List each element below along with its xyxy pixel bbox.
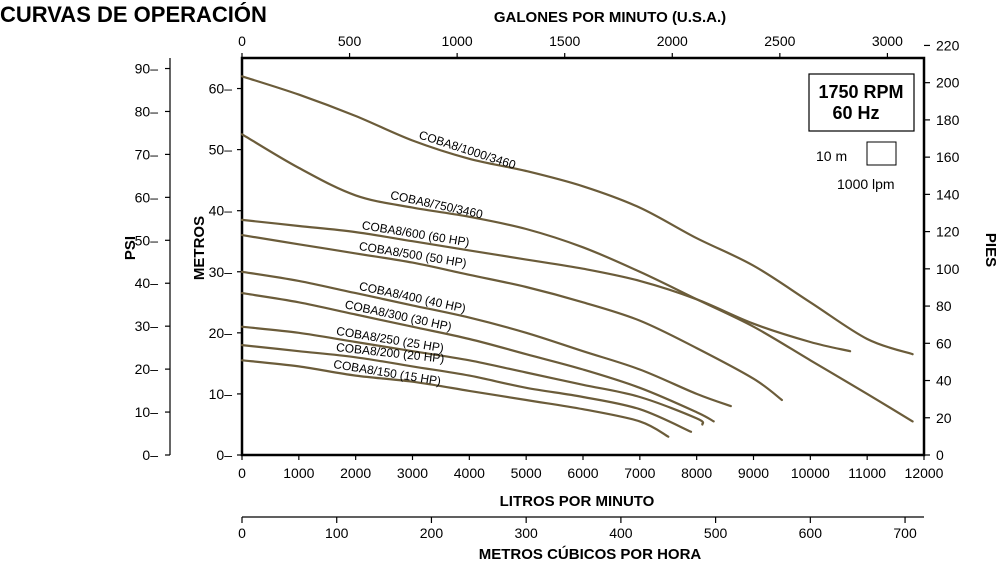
curve-series [240,344,693,433]
m3h-tick-label: 700 [893,525,917,541]
pies-tick-label: 120 [936,224,960,240]
curve-series [240,218,852,353]
psi-tick-label: 70– [135,146,159,162]
scale-vertical-label: 10 m [816,148,847,164]
pies-tick-label: 0 [936,447,944,463]
pies-tick-label: 20 [936,410,952,426]
top-tick-label: 1500 [549,33,580,49]
x-tick-label: 7000 [624,465,655,481]
x-tick-label: 8000 [681,465,712,481]
curve-series [240,270,732,408]
info-hz: 60 Hz [832,103,879,123]
top-tick-label: 3000 [872,33,903,49]
x-tick-label: 4000 [454,465,485,481]
curve-series [240,359,670,438]
y-tick-label: 60– [209,81,233,97]
top-tick-label: 2000 [657,33,688,49]
x-tick-label: 2000 [340,465,371,481]
pies-tick-label: 80 [936,298,952,314]
y-axis-title: METROS [191,216,208,280]
m3h-tick-label: 600 [799,525,823,541]
m3h-tick-label: 100 [325,525,349,541]
y-tick-label: 30– [209,264,233,280]
top-tick-label: 1000 [442,33,473,49]
x-axis-title: LITROS POR MINUTO [500,493,655,510]
psi-tick-label: 50– [135,232,159,248]
pies-tick-label: 40 [936,373,952,389]
x-tick-label: 9000 [738,465,769,481]
pies-tick-label: 200 [936,75,960,91]
pies-axis-title: PIES [982,233,998,267]
curve-series [240,133,914,423]
x-tick-label: 12000 [905,465,944,481]
x-tick-label: 3000 [397,465,428,481]
psi-tick-label: 20– [135,361,159,377]
y-tick-label: 0– [216,447,232,463]
m3h-tick-label: 200 [420,525,444,541]
pies-tick-label: 180 [936,112,960,128]
m3h-tick-label: 0 [238,525,246,541]
curve-series [240,234,783,402]
x-tick-label: 5000 [511,465,542,481]
psi-tick-label: 0– [142,447,158,463]
top-axis-title: GALONES POR MINUTO (U.S.A.) [494,9,726,26]
x-tick-label: 0 [238,465,246,481]
chart-title: CURVAS DE OPERACIÓN [0,2,267,27]
curve-label: COBA8/1000/3460 [417,128,517,172]
pies-tick-label: 60 [936,335,952,351]
top-tick-label: 500 [338,33,362,49]
x-tick-label: 6000 [567,465,598,481]
x-tick-label: 10000 [791,465,830,481]
y-tick-label: 40– [209,203,233,219]
m3h-tick-label: 400 [609,525,633,541]
scale-horizontal-label: 1000 lpm [837,176,895,192]
curve-series [240,75,914,356]
psi-tick-label: 80– [135,103,159,119]
curve-series [240,292,715,423]
x-tick-label: 11000 [848,465,886,481]
m3h-tick-label: 500 [704,525,728,541]
scale-box [866,141,897,166]
psi-tick-label: 90– [135,61,159,77]
psi-tick-label: 10– [135,404,159,420]
x-tick-label: 1000 [283,465,314,481]
m3h-axis-title: METROS CÚBICOS POR HORA [479,545,702,563]
pies-tick-label: 140 [936,186,960,202]
psi-axis-title: PSI [122,236,139,260]
psi-tick-label: 40– [135,275,159,291]
y-tick-label: 50– [209,142,233,158]
psi-tick-label: 30– [135,318,159,334]
top-tick-label: 2500 [764,33,795,49]
y-tick-label: 20– [209,325,233,341]
top-tick-label: 0 [238,33,246,49]
curve-label: COBA8/750/3460 [389,188,484,221]
pies-tick-label: 100 [936,261,960,277]
pies-tick-label: 220 [936,37,960,53]
m3h-tick-label: 300 [514,525,538,541]
info-box [808,73,915,132]
curve-series [240,325,705,426]
psi-tick-label: 60– [135,189,159,205]
pies-tick-label: 160 [936,149,960,165]
info-rpm: 1750 RPM [818,82,903,102]
y-tick-label: 10– [209,386,233,402]
